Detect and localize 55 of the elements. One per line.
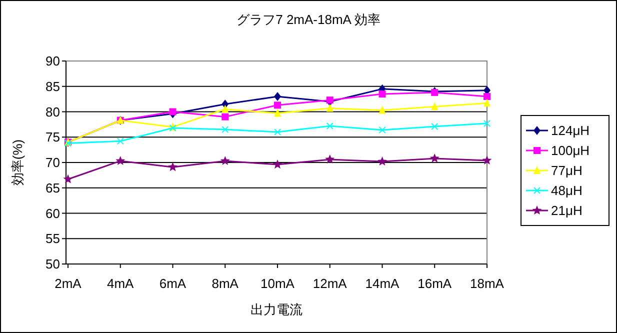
legend-label: 48μH — [551, 183, 582, 198]
point — [326, 122, 334, 130]
x-tick-label: 18mA — [470, 276, 504, 291]
point — [222, 113, 229, 120]
y-tick-label: 60 — [46, 206, 60, 221]
point — [222, 126, 229, 134]
point — [431, 122, 438, 130]
x-tick-label: 10mA — [260, 276, 295, 291]
x-tick-label: 2mA — [54, 276, 82, 291]
point — [326, 104, 334, 112]
point — [484, 98, 490, 107]
chart-title: グラフ7 2mA-18mA 効率 — [236, 12, 380, 27]
point — [222, 104, 229, 113]
x-tick-label: 8mA — [212, 276, 239, 291]
y-axis-title: 効率(%) — [10, 139, 25, 186]
point — [220, 156, 230, 166]
point — [274, 128, 281, 136]
point — [378, 126, 386, 134]
point — [484, 120, 490, 127]
point — [482, 155, 492, 165]
x-tick-label: 6mA — [159, 276, 186, 291]
legend-label: 124μH — [551, 123, 590, 138]
point — [116, 138, 124, 145]
point — [169, 108, 176, 116]
legend-label: 77μH — [551, 163, 582, 178]
x-tick-label: 4mA — [107, 276, 134, 291]
point — [274, 92, 281, 102]
point — [325, 154, 335, 164]
point — [378, 106, 386, 114]
point — [274, 102, 281, 109]
y-tick-label: 55 — [46, 231, 60, 246]
point — [484, 93, 490, 100]
point — [378, 90, 386, 98]
y-tick-label: 65 — [46, 180, 60, 196]
y-tick-label: 75 — [46, 130, 60, 145]
y-tick-label: 90 — [46, 54, 60, 68]
x-axis-title: 出力電流 — [250, 302, 302, 317]
point — [168, 162, 178, 172]
point — [116, 156, 126, 166]
y-tick-label: 85 — [46, 78, 60, 94]
x-tick-label: 16mA — [418, 276, 452, 291]
legend-label: 21μH — [551, 203, 582, 218]
point — [326, 96, 334, 104]
point — [431, 102, 438, 110]
point — [430, 153, 440, 162]
point — [274, 108, 281, 117]
x-tick-label: 12mA — [312, 276, 348, 291]
point — [272, 160, 282, 169]
point — [377, 156, 388, 166]
y-tick-label: 70 — [46, 155, 60, 170]
y-tick-label: 80 — [46, 104, 60, 120]
y-tick-label: 50 — [46, 256, 60, 272]
legend-label: 100μH — [551, 143, 590, 158]
x-tick-label: 14mA — [365, 276, 400, 291]
point — [63, 174, 73, 184]
